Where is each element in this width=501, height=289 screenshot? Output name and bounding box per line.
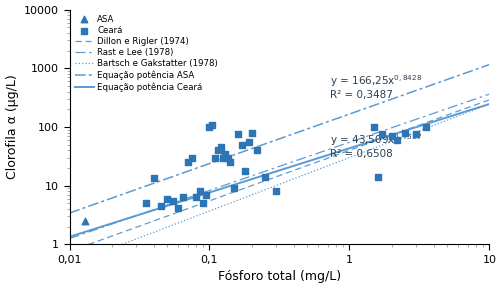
Ceará (387, 134, 395, 138)
Ceará (241, 169, 249, 174)
Ceará (369, 125, 377, 129)
ASA (81, 219, 89, 223)
Rast e Lee (1978) (203, 190, 209, 193)
Ceará (195, 189, 203, 194)
Ceará (213, 148, 221, 153)
Equação potência ASA (232, 153, 238, 156)
Rast e Lee (1978) (232, 180, 238, 183)
Dillon e Rigler (1974) (203, 200, 209, 204)
Ceará (225, 160, 233, 165)
Ceará (191, 194, 199, 199)
Ceará (393, 138, 401, 142)
Ceará (216, 145, 224, 150)
Ceará (183, 160, 191, 165)
Equação potência Ceará (369, 139, 375, 143)
Ceará (377, 132, 385, 137)
Ceará (411, 132, 419, 137)
Line: Bartsch e Gakstatter (1978): Bartsch e Gakstatter (1978) (70, 104, 488, 264)
Line: Dillon e Rigler (1974): Dillon e Rigler (1974) (70, 100, 488, 251)
Equação potência ASA (485, 63, 491, 66)
Ceará (149, 176, 157, 180)
Line: Equação potência ASA: Equação potência ASA (70, 64, 488, 213)
Equação potência Ceará (485, 102, 491, 106)
Ceará (229, 186, 237, 191)
Rast e Lee (1978) (117, 219, 123, 223)
Dillon e Rigler (1974) (232, 190, 238, 193)
Equação potência ASA (67, 211, 73, 215)
Rast e Lee (1978) (371, 132, 377, 135)
Ceará (199, 201, 207, 206)
Legend: ASA, Ceará, Dillon e Rigler (1974), Rast e Lee (1978), Bartsch e Gakstatter (197: ASA, Ceará, Dillon e Rigler (1974), Rast… (74, 14, 218, 92)
Dillon e Rigler (1974) (117, 231, 123, 235)
Ceará (179, 194, 187, 199)
Ceará (202, 192, 210, 197)
X-axis label: Fósforo total (mg/L): Fósforo total (mg/L) (217, 271, 340, 284)
Ceará (211, 155, 219, 160)
Ceará (141, 201, 149, 206)
Ceará (233, 132, 241, 137)
Text: y = 166,25x$^{0,8428}$
R² = 0,3487: y = 166,25x$^{0,8428}$ R² = 0,3487 (329, 73, 421, 100)
Line: Rast e Lee (1978): Rast e Lee (1978) (70, 94, 488, 239)
Ceará (237, 142, 245, 147)
Equação potência ASA (117, 193, 123, 197)
Text: y = 43,509x$^{0,7537}$
R² = 0,6508: y = 43,509x$^{0,7537}$ R² = 0,6508 (329, 132, 421, 159)
Bartsch e Gakstatter (1978) (369, 147, 375, 151)
Equação potência Ceará (117, 219, 123, 223)
Dillon e Rigler (1974) (330, 154, 336, 158)
Bartsch e Gakstatter (1978) (67, 263, 73, 266)
Dillon e Rigler (1974) (369, 140, 375, 144)
Equação potência ASA (369, 104, 375, 108)
Bartsch e Gakstatter (1978) (330, 162, 336, 165)
Ceará (244, 140, 252, 144)
Ceará (174, 205, 182, 210)
Ceará (221, 151, 229, 156)
Line: Equação potência Ceará: Equação potência Ceará (70, 104, 488, 237)
Equação potência ASA (371, 103, 377, 107)
Dillon e Rigler (1974) (67, 250, 73, 253)
Equação potência ASA (203, 163, 209, 166)
Rast e Lee (1978) (369, 133, 375, 136)
Y-axis label: Clorofila α (μg/L): Clorofila α (μg/L) (6, 75, 19, 179)
Ceará (223, 155, 231, 160)
Rast e Lee (1978) (330, 146, 336, 149)
Ceará (169, 199, 177, 203)
Equação potência Ceará (330, 151, 336, 155)
Equação potência Ceará (371, 138, 377, 142)
Ceará (247, 130, 255, 135)
Ceará (208, 122, 216, 127)
Bartsch e Gakstatter (1978) (203, 210, 209, 214)
Dillon e Rigler (1974) (485, 98, 491, 101)
Dillon e Rigler (1974) (371, 140, 377, 143)
Ceará (205, 125, 213, 129)
Equação potência ASA (330, 118, 336, 121)
Bartsch e Gakstatter (1978) (485, 102, 491, 106)
Bartsch e Gakstatter (1978) (371, 146, 377, 150)
Rast e Lee (1978) (485, 92, 491, 96)
Equação potência Ceará (232, 182, 238, 186)
Ceará (373, 175, 381, 179)
Ceará (272, 189, 280, 194)
Ceará (157, 204, 165, 208)
Ceará (400, 130, 408, 135)
Bartsch e Gakstatter (1978) (117, 243, 123, 247)
Equação potência Ceará (67, 235, 73, 238)
Ceará (253, 148, 261, 153)
Ceará (218, 155, 226, 160)
Ceará (187, 155, 195, 160)
Ceará (261, 175, 269, 179)
Equação potência Ceará (203, 192, 209, 195)
Ceará (421, 125, 429, 129)
Rast e Lee (1978) (67, 237, 73, 240)
Ceará (163, 197, 171, 201)
Bartsch e Gakstatter (1978) (232, 199, 238, 203)
